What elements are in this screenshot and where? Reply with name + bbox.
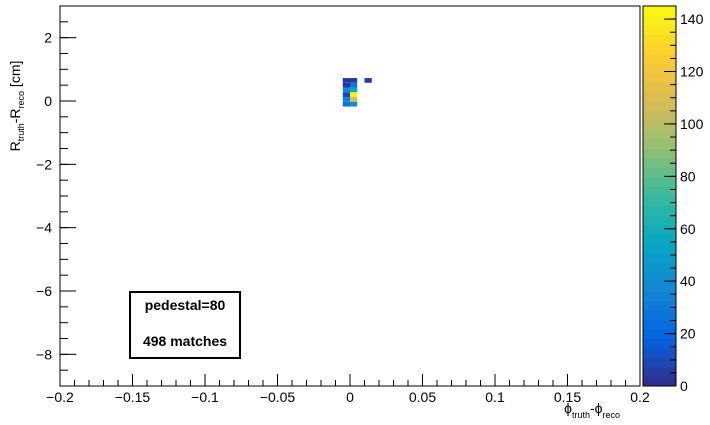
heatmap-cell [342, 97, 350, 102]
heatmap-cell [350, 78, 358, 83]
palette-band [643, 158, 676, 168]
x-tick-label: 0.2 [630, 389, 650, 405]
palette-band [643, 53, 676, 64]
palette-band [643, 348, 676, 358]
palette-band [643, 177, 676, 187]
palette-band [643, 329, 676, 339]
palette-band [643, 224, 676, 235]
heatmap-cell [342, 101, 350, 107]
z-tick-label: 20 [680, 326, 696, 342]
palette-band [643, 120, 676, 130]
x-tick-label: −0.2 [46, 389, 74, 405]
palette-band [643, 291, 676, 301]
palette-band [643, 376, 676, 387]
heatmap-cell [342, 87, 350, 93]
palette-band [643, 205, 676, 216]
x-tick-label: −0.1 [191, 389, 219, 405]
palette-band [643, 91, 676, 102]
palette-band [643, 110, 676, 121]
z-tick-label: 120 [680, 64, 704, 80]
palette-band [643, 44, 676, 54]
palette-band [643, 300, 676, 311]
heatmap-cell [350, 97, 358, 102]
heatmap-cell [350, 92, 358, 98]
z-tick-label: 100 [680, 116, 704, 132]
y-axis: 2 0 −2 −4 −6 −8 [36, 5, 76, 387]
heatmap-cell [364, 78, 372, 83]
palette-band [643, 63, 676, 73]
x-tick-label: 0.05 [409, 389, 436, 405]
palette-frame [642, 5, 677, 387]
palette-band [643, 338, 676, 349]
palette-band [643, 186, 676, 197]
palette-band [643, 234, 676, 244]
heatmap-cell [342, 78, 350, 83]
heatmap-cell [350, 87, 358, 93]
palette-band [643, 367, 676, 377]
heatmap-cell [350, 82, 358, 88]
heatmap-cell [350, 101, 358, 107]
palette-band [643, 25, 676, 35]
y-axis-title: Rtruth-Rreco [cm] [7, 61, 26, 152]
matches-label: 498 matches [143, 333, 227, 349]
color-palette: 0 20 40 60 80 100 120 140 [642, 5, 704, 394]
plot-frame [59, 5, 641, 387]
palette-band [643, 215, 676, 225]
heatmap-cell [342, 82, 350, 88]
palette-band [643, 129, 676, 140]
palette-band [643, 310, 676, 320]
palette-band [643, 34, 676, 45]
palette-band [643, 319, 676, 330]
palette-band [643, 262, 676, 273]
x-tick-label: 0.15 [554, 389, 581, 405]
x-axis-title: ϕtruth-ϕreco [564, 400, 620, 420]
x-tick-label: 0 [346, 389, 354, 405]
palette-band [643, 15, 676, 26]
y-tick-label: −6 [36, 283, 52, 299]
palette-band [643, 101, 676, 111]
z-tick-label: 80 [680, 168, 696, 184]
y-tick-label: −8 [36, 346, 52, 362]
y-tick-label: 0 [44, 93, 52, 109]
heatmap-cells [342, 78, 372, 107]
x-tick-label: 0.1 [485, 389, 505, 405]
palette-band [643, 72, 676, 83]
z-tick-label: 140 [680, 11, 704, 27]
y-tick-label: −2 [36, 156, 52, 172]
annotation-box: pedestal=80 498 matches [129, 291, 241, 359]
heatmap-cell [342, 92, 350, 98]
palette-band [643, 6, 676, 16]
palette-band [643, 148, 676, 159]
pedestal-label: pedestal=80 [145, 297, 226, 313]
z-tick-label: 40 [680, 273, 696, 289]
x-tick-label: −0.15 [115, 389, 151, 405]
palette-band [643, 243, 676, 254]
x-tick-label: −0.05 [260, 389, 296, 405]
palette-band [643, 253, 676, 263]
z-tick-label: 0 [680, 378, 688, 394]
palette-band [643, 82, 676, 92]
x-axis: −0.2 −0.15 −0.1 −0.05 0 0.05 0.1 0.15 0.2 [46, 374, 650, 405]
palette-band [643, 357, 676, 368]
palette-band [643, 139, 676, 149]
palette-band [643, 196, 676, 206]
y-tick-label: 2 [44, 30, 52, 46]
y-tick-label: −4 [36, 220, 52, 236]
palette-band [643, 281, 676, 292]
z-tick-label: 60 [680, 221, 696, 237]
palette-band [643, 167, 676, 178]
palette-band [643, 272, 676, 282]
